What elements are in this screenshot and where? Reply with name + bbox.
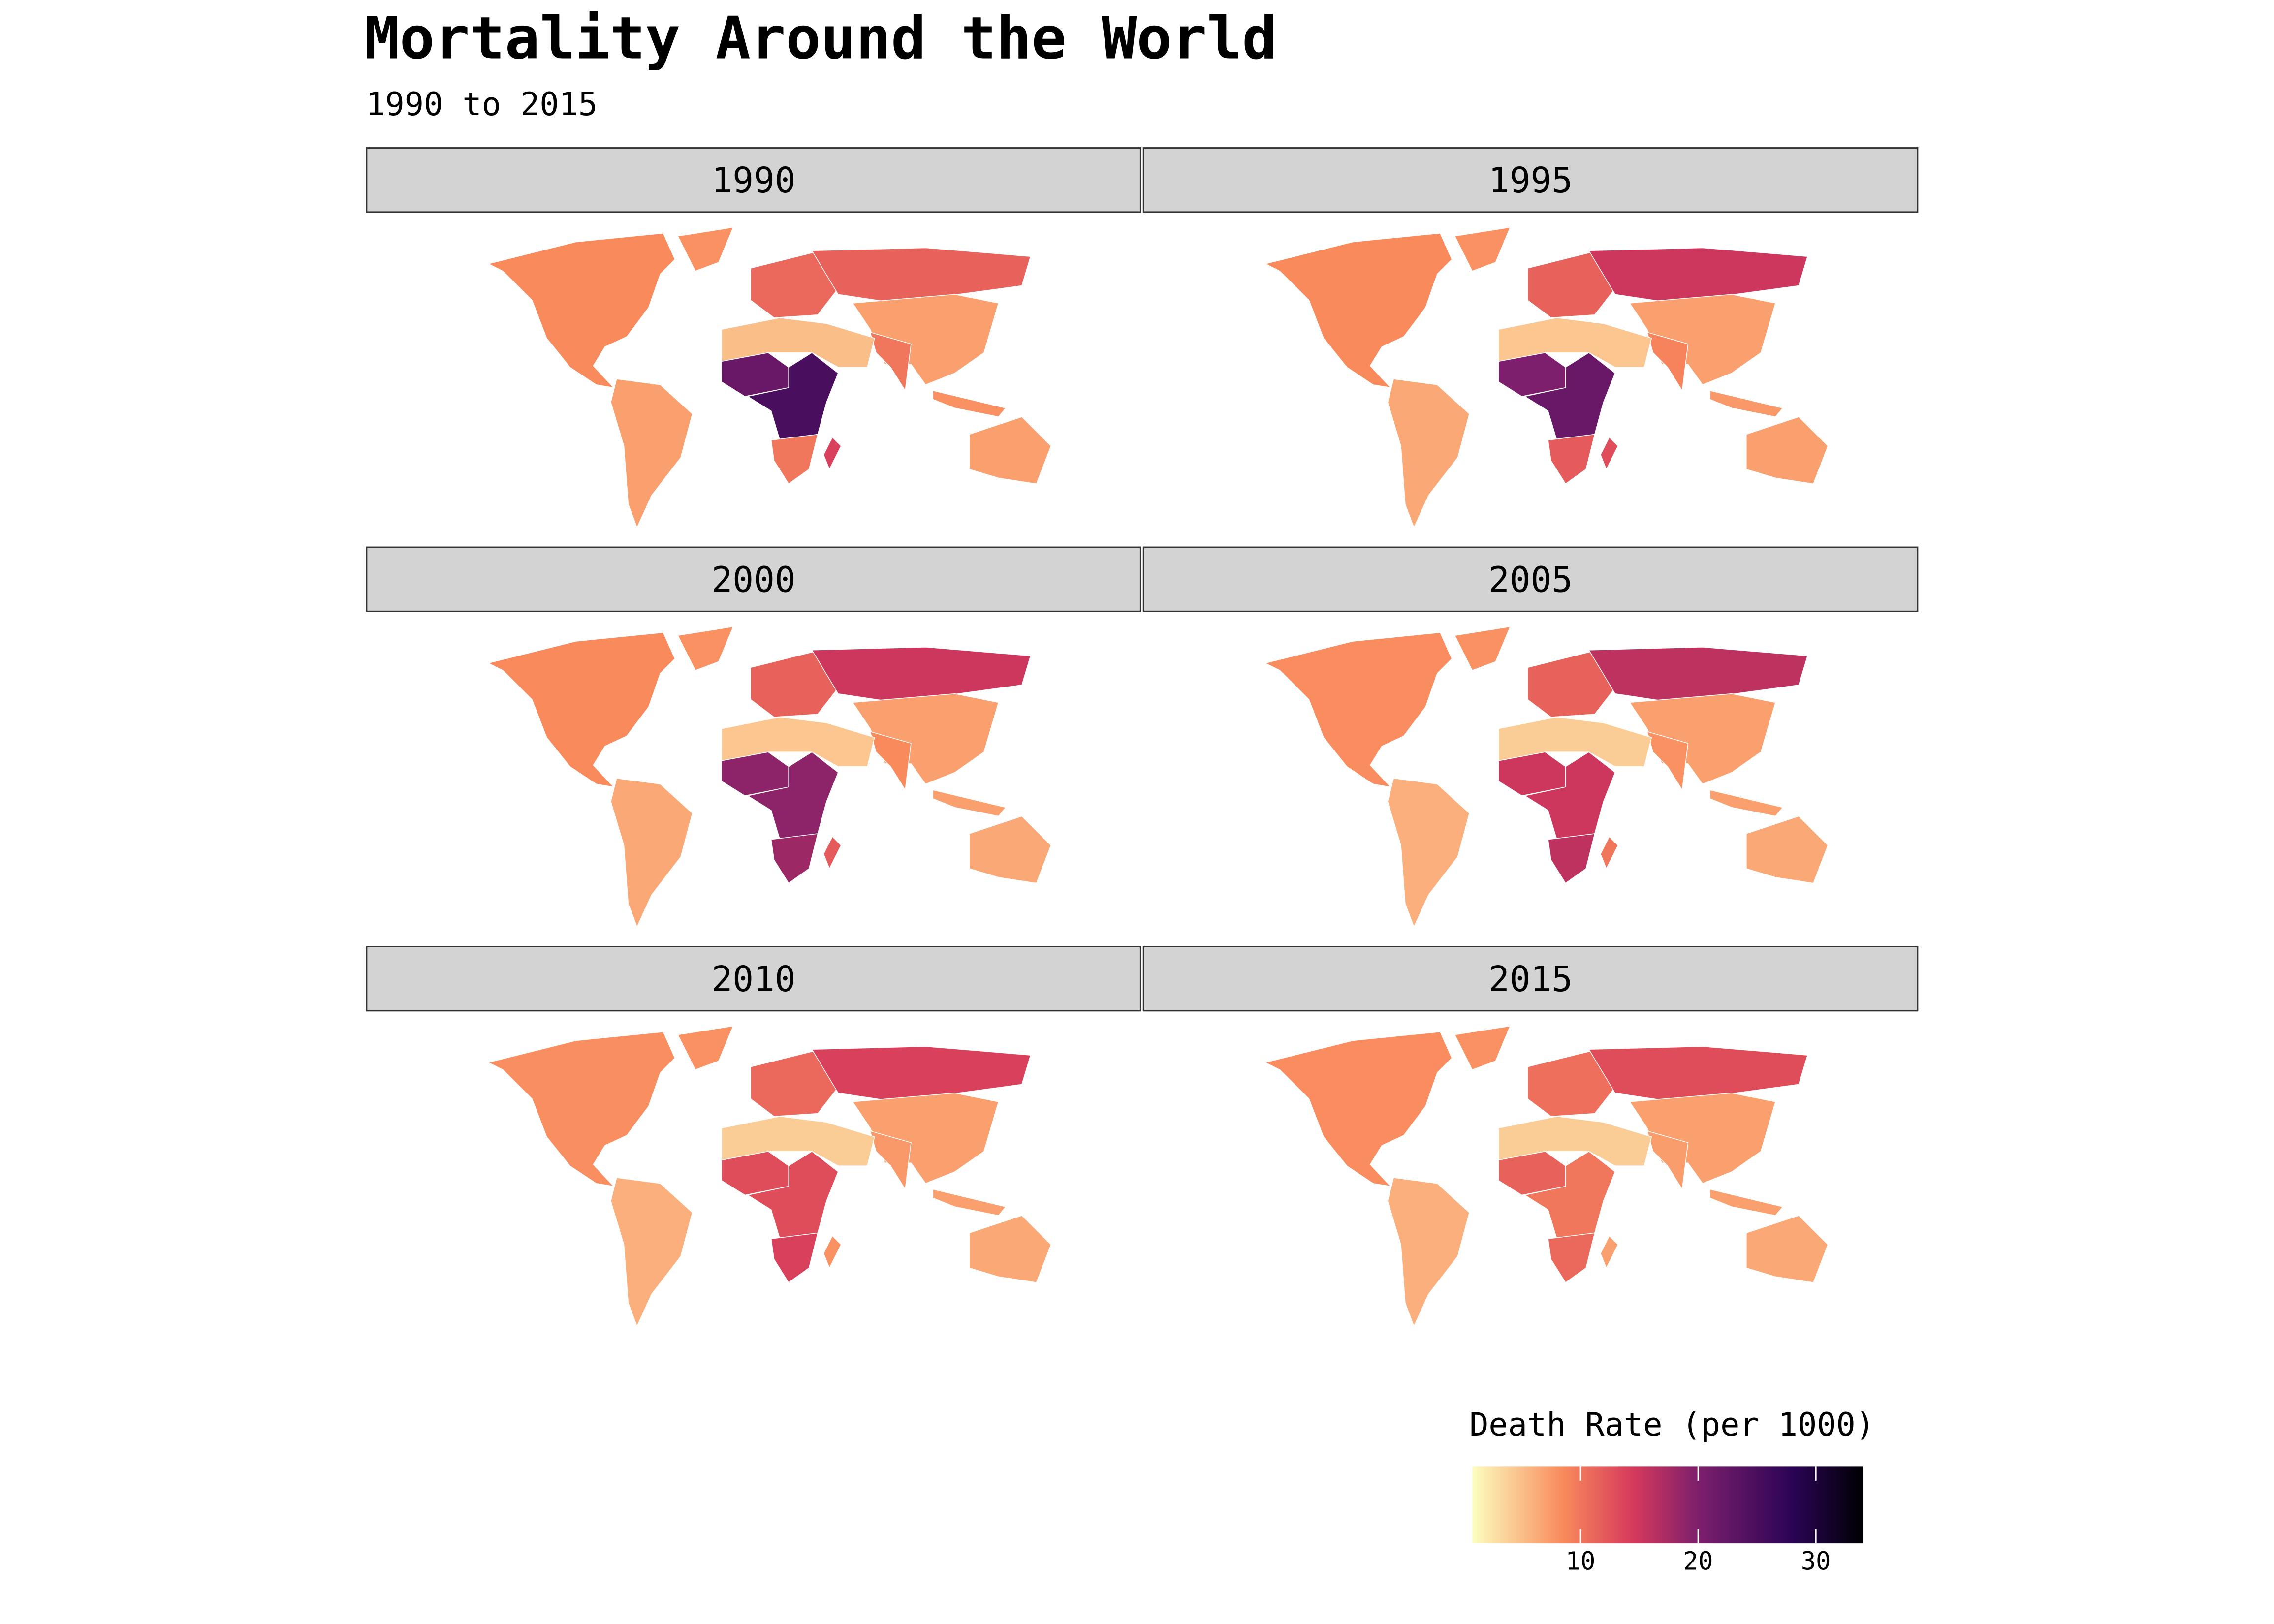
country-region-australia [969,1215,1052,1283]
world-map [487,227,1052,529]
country-region-australia [1746,416,1829,485]
facet-strip-label: 2005 [1142,546,1919,612]
facet-strip-label: 2010 [366,946,1141,1012]
country-region-north-america [1264,1031,1453,1187]
facet-panel-2005: 2005 [1142,546,1919,933]
country-region-southern-africa [770,434,819,485]
country-region-south-america [1387,778,1470,928]
legend: Death Rate (per 1000) 10 20 30 [1469,1407,1875,1577]
country-region-southeast-asia [932,789,1007,817]
legend-tick-label: 30 [1800,1548,1831,1577]
country-region-greenland [1454,626,1511,671]
chart-title: Mortality Around the World [364,5,1277,73]
country-region-russia [1588,647,1808,703]
facet-panel-2000: 2000 [366,546,1141,933]
world-map [487,1025,1052,1327]
country-region-russia [811,1046,1031,1102]
country-region-australia [1746,1215,1829,1283]
country-region-southern-africa [770,1232,819,1283]
country-region-greenland [677,1025,734,1070]
country-region-australia [969,416,1052,485]
country-region-southern-africa [1548,833,1595,884]
country-region-southern-africa [1548,434,1595,485]
facet-strip-label: 2000 [366,546,1141,612]
country-region-south-asia [1646,1130,1689,1190]
legend-colorbar [1472,1466,1863,1544]
country-region-madagascar [823,836,842,870]
country-region-madagascar [823,437,842,470]
country-region-south-america [610,778,693,928]
country-region-south-america [1387,378,1470,529]
country-region-greenland [1454,227,1511,272]
country-region-madagascar [1600,437,1619,470]
country-region-southeast-asia [932,390,1007,417]
facet-panel-1995: 1995 [1142,147,1919,533]
colorbar-gradient [1472,1466,1863,1544]
country-region-russia [811,247,1031,304]
country-region-greenland [1454,1025,1511,1070]
facet-strip-label: 2015 [1142,946,1919,1012]
country-region-southeast-asia [1709,1188,1784,1216]
world-map [1264,626,1829,928]
country-region-south-asia [869,1130,912,1190]
country-region-south-america [1387,1177,1470,1327]
facet-strip-label: 1995 [1142,147,1919,213]
country-region-south-america [610,1177,693,1327]
country-region-north-america [487,1031,676,1187]
facet-panel-2010: 2010 [366,946,1141,1332]
country-region-southeast-asia [932,1188,1007,1216]
country-region-madagascar [1600,836,1619,870]
world-map [1264,1025,1829,1327]
facet-panel-1990: 1990 [366,147,1141,533]
country-region-madagascar [823,1235,842,1269]
country-region-australia [1746,815,1829,884]
facet-panel-2015: 2015 [1142,946,1919,1332]
chart-subtitle: 1990 to 2015 [366,87,598,124]
country-region-russia [1588,247,1808,304]
country-region-russia [811,647,1031,703]
country-region-north-america [487,632,676,788]
country-region-madagascar [1600,1235,1619,1269]
world-map [1264,227,1829,529]
country-region-southern-africa [770,833,819,884]
legend-tick-label: 20 [1683,1548,1713,1577]
country-region-south-asia [869,731,912,791]
country-region-australia [969,815,1052,884]
country-region-greenland [677,227,734,272]
country-region-south-america [610,378,693,529]
country-region-south-asia [869,332,912,392]
country-region-north-america [487,233,676,388]
country-region-southeast-asia [1709,789,1784,817]
legend-tick-label: 10 [1565,1548,1596,1577]
country-region-north-america [1264,632,1453,788]
country-region-southeast-asia [1709,390,1784,417]
country-region-southern-africa [1548,1232,1595,1283]
world-map [487,626,1052,928]
country-region-south-asia [1646,332,1689,392]
facet-strip-label: 1990 [366,147,1141,213]
country-region-south-asia [1646,731,1689,791]
country-region-greenland [677,626,734,671]
country-region-north-america [1264,233,1453,388]
country-region-russia [1588,1046,1808,1102]
legend-title: Death Rate (per 1000) [1469,1407,1875,1444]
